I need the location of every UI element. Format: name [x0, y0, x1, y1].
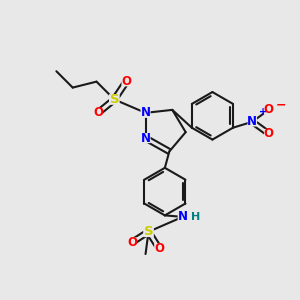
FancyBboxPatch shape — [128, 237, 137, 247]
Text: O: O — [121, 75, 131, 88]
Text: −: − — [275, 98, 286, 111]
Text: +: + — [259, 107, 267, 117]
Text: H: H — [191, 212, 200, 222]
FancyBboxPatch shape — [264, 105, 273, 115]
FancyBboxPatch shape — [93, 108, 103, 118]
Text: O: O — [127, 236, 137, 249]
FancyBboxPatch shape — [154, 243, 164, 253]
Text: N: N — [140, 106, 151, 119]
Text: O: O — [154, 242, 164, 255]
FancyBboxPatch shape — [140, 133, 151, 143]
FancyBboxPatch shape — [122, 77, 131, 86]
FancyBboxPatch shape — [248, 117, 257, 127]
Text: O: O — [264, 127, 274, 140]
Text: O: O — [264, 103, 274, 116]
Text: N: N — [140, 132, 151, 145]
Text: N: N — [247, 115, 257, 128]
FancyBboxPatch shape — [264, 129, 273, 138]
FancyBboxPatch shape — [143, 226, 154, 237]
FancyBboxPatch shape — [109, 94, 120, 105]
Text: O: O — [93, 106, 103, 119]
Text: S: S — [144, 225, 153, 238]
FancyBboxPatch shape — [140, 108, 151, 118]
Text: N: N — [178, 210, 188, 224]
FancyBboxPatch shape — [178, 212, 188, 222]
Text: S: S — [110, 93, 119, 106]
